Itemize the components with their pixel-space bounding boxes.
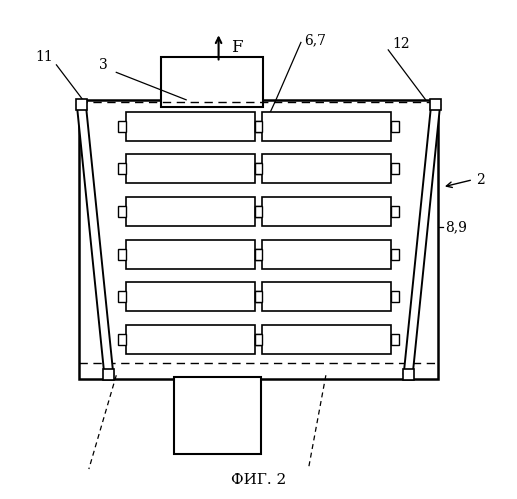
Polygon shape — [404, 104, 440, 375]
Bar — [126, 240, 254, 268]
Bar — [126, 112, 254, 141]
Bar — [391, 163, 399, 174]
Bar — [263, 154, 391, 183]
Bar — [254, 163, 263, 174]
Bar — [263, 240, 391, 268]
Bar — [103, 369, 114, 380]
Text: ФИГ. 2: ФИГ. 2 — [231, 473, 286, 487]
Bar — [118, 206, 126, 217]
Bar — [118, 249, 126, 259]
Bar — [254, 121, 263, 132]
Bar — [263, 197, 391, 226]
Bar — [126, 325, 254, 354]
Bar — [254, 334, 263, 345]
Bar — [263, 282, 391, 311]
Bar — [254, 249, 263, 259]
Text: 2: 2 — [476, 173, 485, 187]
Bar — [391, 249, 399, 259]
Text: 11: 11 — [35, 50, 53, 64]
Bar — [126, 197, 254, 226]
Bar — [263, 112, 391, 141]
Bar — [254, 334, 263, 345]
Bar — [118, 291, 126, 302]
Bar — [254, 291, 263, 302]
Bar — [118, 121, 126, 132]
Bar — [174, 377, 261, 454]
Text: F: F — [231, 39, 242, 56]
Bar — [76, 99, 87, 110]
Bar — [391, 206, 399, 217]
Bar — [126, 154, 254, 183]
Bar — [254, 121, 263, 132]
Text: 8,9: 8,9 — [445, 220, 466, 234]
Bar — [118, 334, 126, 345]
Bar — [254, 206, 263, 217]
Bar — [391, 334, 399, 345]
Bar — [254, 249, 263, 259]
Text: 3: 3 — [99, 58, 108, 72]
Bar — [391, 121, 399, 132]
Bar — [126, 282, 254, 311]
Text: 6,7: 6,7 — [304, 33, 326, 47]
Bar — [254, 291, 263, 302]
Bar — [161, 57, 264, 107]
Bar — [391, 291, 399, 302]
Text: 12: 12 — [392, 37, 409, 51]
Bar — [430, 99, 441, 110]
Bar — [254, 206, 263, 217]
Bar — [263, 325, 391, 354]
Bar — [79, 100, 438, 379]
Bar — [118, 163, 126, 174]
Bar — [403, 369, 414, 380]
Polygon shape — [77, 104, 113, 375]
Bar — [254, 163, 263, 174]
